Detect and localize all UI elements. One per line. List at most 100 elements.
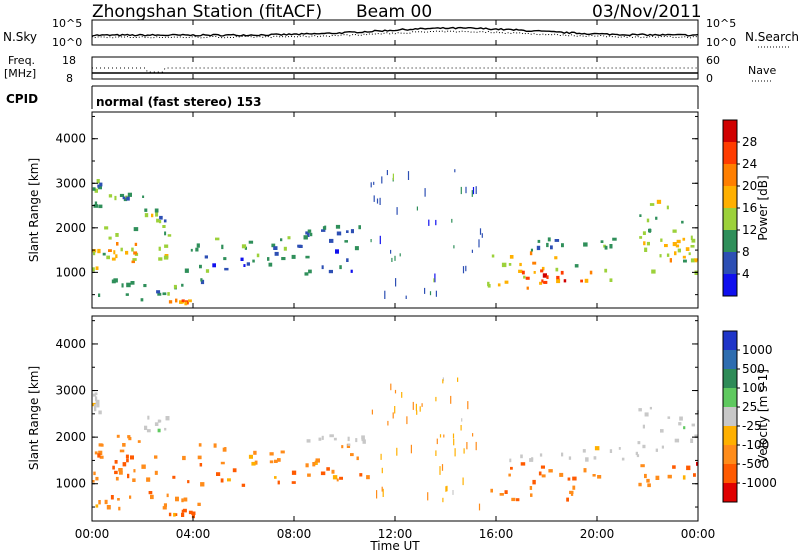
heatmap-cell xyxy=(331,469,335,474)
heatmap-cell xyxy=(322,226,326,230)
heatmap-cell xyxy=(204,255,208,259)
heatmap-cell xyxy=(521,270,525,275)
heatmap-cell xyxy=(428,219,430,226)
heatmap-cell xyxy=(127,473,130,479)
heatmap-cell xyxy=(655,475,660,480)
heatmap-cell xyxy=(356,456,359,461)
heatmap-cell xyxy=(346,230,349,233)
colorbar-swatch xyxy=(723,252,737,275)
colorbar-frame xyxy=(722,330,738,503)
heatmap-cell xyxy=(143,284,147,288)
heatmap-cell xyxy=(550,245,553,250)
date-title: 03/Nov/2011 xyxy=(592,2,702,22)
heatmap-cell xyxy=(93,471,96,476)
heatmap-cell xyxy=(387,420,389,426)
heatmap-cell xyxy=(429,291,432,296)
heatmap-cell xyxy=(283,246,287,251)
heatmap-cell xyxy=(97,453,101,458)
heatmap-cell xyxy=(158,257,163,261)
heatmap-cell xyxy=(126,196,130,201)
heatmap-cell xyxy=(339,265,342,270)
heatmap-cell xyxy=(399,253,401,257)
heatmap-cell xyxy=(655,448,658,452)
heatmap-cell xyxy=(435,396,437,402)
heatmap-cell xyxy=(475,441,477,451)
heatmap-cell xyxy=(677,248,681,253)
heatmap-cell xyxy=(133,227,139,232)
heatmap-cell xyxy=(523,275,526,279)
heatmap-cell xyxy=(106,255,110,260)
heatmap-cell xyxy=(554,256,558,260)
heatmap-cell xyxy=(427,492,429,501)
heatmap-cell xyxy=(167,292,170,296)
heatmap-cell xyxy=(97,248,101,254)
x-tick-label: 12:00 xyxy=(378,527,413,541)
colorbar-swatch xyxy=(723,230,737,253)
heatmap-cell xyxy=(329,434,334,438)
colorbar-tick-label: 100 xyxy=(742,381,765,395)
heatmap-cell xyxy=(132,258,137,261)
heatmap-cell xyxy=(609,244,613,249)
heatmap-cell xyxy=(649,406,652,410)
heatmap-cell xyxy=(555,267,559,272)
heatmap-cell xyxy=(106,505,111,510)
heatmap-cell xyxy=(370,239,372,243)
heatmap-cell xyxy=(137,440,141,443)
heatmap-cell xyxy=(280,450,285,454)
heatmap-cell xyxy=(603,244,606,248)
heatmap-cell xyxy=(635,451,638,456)
heatmap-cell xyxy=(112,465,115,470)
heatmap-cell xyxy=(184,268,189,273)
heatmap-cell xyxy=(390,383,392,391)
heatmap-cell xyxy=(612,237,617,241)
heatmap-cell xyxy=(446,485,448,492)
heatmap-cell xyxy=(410,444,412,454)
colorbar-swatch xyxy=(723,164,737,187)
colorbar-swatch xyxy=(723,208,737,231)
heatmap-cell xyxy=(92,480,95,483)
heatmap-cell xyxy=(686,465,691,471)
heatmap-cell xyxy=(277,458,281,462)
heatmap-cell xyxy=(98,450,103,456)
heatmap-cell xyxy=(140,298,144,302)
heatmap-cell xyxy=(173,512,176,517)
heatmap-cell xyxy=(332,475,338,480)
power-y-ticks: 1000 2000 3000 4000 xyxy=(55,115,698,296)
heatmap-cell xyxy=(129,495,132,499)
heatmap-cell xyxy=(98,185,102,190)
heatmap-cell xyxy=(312,462,316,467)
heatmap-cell xyxy=(115,254,118,259)
freq-tick-top: 18 xyxy=(62,54,76,67)
heatmap-cell xyxy=(497,283,501,287)
cpid-value: normal (fast stereo) 153 xyxy=(96,95,262,109)
heatmap-cell xyxy=(341,445,344,449)
heatmap-cell xyxy=(472,433,474,437)
heatmap-cell xyxy=(453,245,455,249)
heatmap-cell xyxy=(694,258,699,261)
heatmap-cell xyxy=(132,478,136,482)
heatmap-cell xyxy=(221,244,224,250)
heatmap-cell xyxy=(119,449,125,453)
heatmap-cell xyxy=(298,244,303,248)
velocity-frame xyxy=(91,315,699,522)
heatmap-cell xyxy=(510,466,513,470)
heatmap-cell xyxy=(314,460,318,465)
heatmap-cell xyxy=(156,218,160,223)
colorbar-swatch xyxy=(723,120,737,143)
heatmap-cell xyxy=(98,293,101,297)
heatmap-cell xyxy=(530,248,533,252)
heatmap-cell xyxy=(108,249,112,252)
heatmap-cell xyxy=(371,409,373,415)
heatmap-cell xyxy=(133,469,136,473)
heatmap-cell xyxy=(679,416,683,421)
heatmap-cell xyxy=(336,478,339,482)
heatmap-cell xyxy=(197,502,201,506)
heatmap-cell xyxy=(163,255,169,260)
heatmap-cell xyxy=(561,452,564,457)
time-axis-ticks: 00:00 04:00 08:00 12:00 16:00 20:00 00:00 xyxy=(75,20,715,541)
heatmap-cell xyxy=(125,454,129,459)
colorbar-swatch xyxy=(723,445,737,465)
heatmap-cell xyxy=(666,205,669,210)
velocity-heatmap xyxy=(92,377,699,519)
heatmap-cell xyxy=(104,226,109,230)
